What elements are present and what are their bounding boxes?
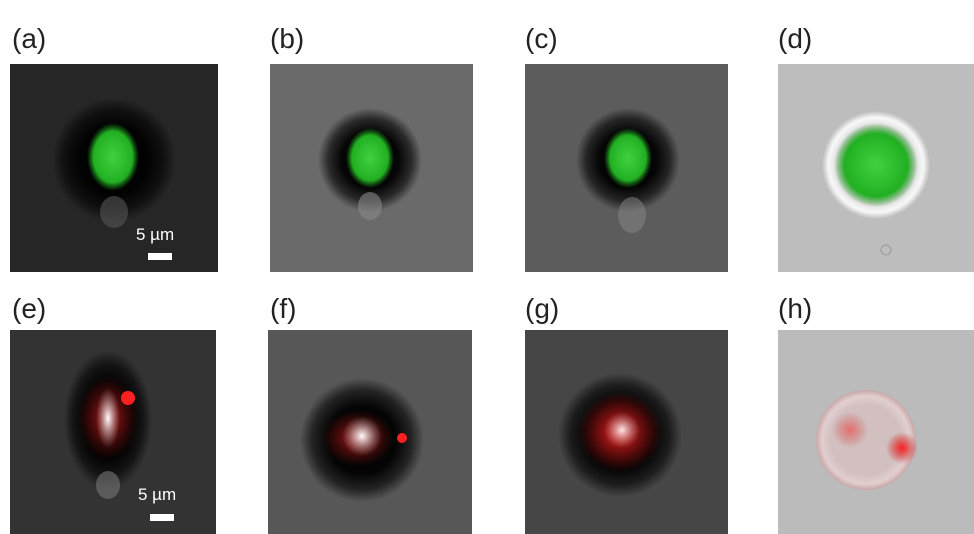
panel-label: (f): [270, 293, 296, 324]
panel-label: (h): [778, 293, 812, 324]
micrograph: [268, 330, 472, 534]
micrograph: [525, 330, 728, 534]
panel-label: (e): [12, 293, 46, 324]
panel-label: (c): [525, 23, 558, 54]
micrograph: [10, 330, 216, 534]
micrograph: [10, 64, 218, 272]
figure: (a) 5 µm (b) (c) (d) (e) 5 µm: [0, 0, 974, 534]
panel-label: (d): [778, 23, 812, 54]
micrograph: [270, 64, 473, 272]
micrograph: [778, 330, 974, 534]
panel-label: (b): [270, 23, 304, 54]
scale-bar-label: 5 µm: [138, 485, 176, 504]
scale-bar-label: 5 µm: [136, 225, 174, 244]
panel-label: (g): [525, 293, 559, 324]
micrograph: [525, 64, 728, 272]
micrograph: [778, 64, 974, 272]
panel-label: (a): [12, 23, 46, 54]
